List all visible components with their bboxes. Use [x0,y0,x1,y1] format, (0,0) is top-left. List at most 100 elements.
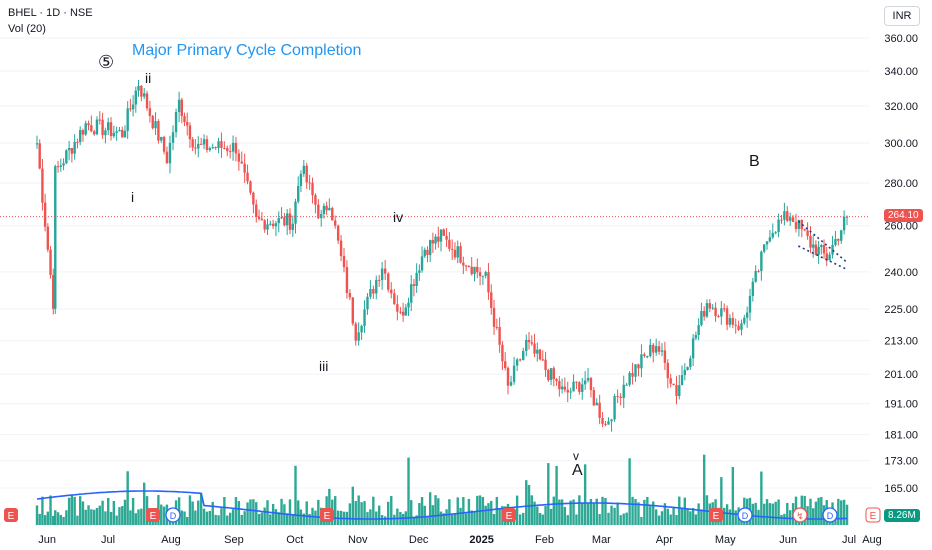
volume-bar [637,502,640,525]
volume-bar [191,501,194,525]
volume-bar [837,498,840,525]
y-tick-label: 165.00 [884,483,918,495]
candle-body [691,338,695,359]
candle-body [563,386,567,390]
candle-body [484,272,487,276]
dividend-icon[interactable]: D [165,507,181,523]
candle-body [234,142,238,154]
volume-bar [387,501,390,525]
volume-bar [357,495,360,525]
volume-bar [240,514,243,525]
candle-body [109,122,113,137]
candle-body [448,239,451,249]
svg-text:D: D [170,511,177,521]
candle-body [283,217,286,226]
volume-bar [62,516,65,525]
y-tick-label: 173.00 [884,456,918,468]
volume-bar [360,502,363,525]
volume-bar [589,499,593,525]
earnings-icon[interactable]: E [709,508,723,522]
wedge-lines [797,220,848,271]
volume-bar [763,503,766,525]
candle-body [62,163,65,166]
volume-bar [308,514,311,525]
candle-body [328,207,331,211]
candle-body [56,166,60,168]
split-icon[interactable]: ↯ [792,507,808,523]
dividend-icon[interactable]: D [822,507,838,523]
symbol-title[interactable]: BHEL · 1D · NSE [8,7,93,19]
candle-body [428,240,432,255]
volume-bar [666,508,670,525]
candle-body [705,303,709,317]
volume-bar [780,514,783,525]
x-tick-label: Jun [779,534,797,546]
volume-bar [783,513,786,525]
volume-bar [492,514,496,525]
earnings-icon[interactable]: E [4,508,18,522]
volume-bar [92,509,96,525]
volume-bar [538,512,542,525]
volume-bar [109,512,113,525]
volume-bar [842,499,846,525]
volume-bar [675,515,678,525]
candle-body [456,246,459,258]
x-tick-label: Feb [535,534,554,546]
candle-body [76,141,79,143]
volume-bar [121,506,124,525]
candle-body [118,129,121,132]
volume-bar [35,505,39,525]
x-tick-label: Sep [224,534,244,546]
volume-bar [774,501,777,525]
volume-bar [442,513,445,525]
candle-body [771,232,774,238]
candle-body [613,396,616,420]
volume-bar [294,465,297,525]
candle-body [249,181,252,193]
candle-body [683,369,687,376]
candle-body [840,230,843,241]
annotation-wave-ii: ii [145,70,151,86]
annotation-wave-i: i [131,189,134,205]
candle-body [817,247,820,255]
volume-bar [631,496,634,525]
candle-body [299,173,303,186]
volume-bar [459,507,462,525]
earnings-icon[interactable]: E [146,508,160,522]
volume-bar [243,511,246,525]
candle-body [274,223,278,227]
dividend-icon[interactable]: D [737,507,753,523]
candle-body [512,365,516,382]
candle-body [837,238,840,241]
volume-bar [107,497,110,525]
volume-bar [363,501,366,525]
candle-body [495,326,499,328]
volume-bar [211,501,214,525]
candle-body [459,246,462,263]
volume-bar [160,504,163,525]
volume-bar [657,515,661,525]
candle-body [174,111,178,133]
y-tick-label: 213.00 [884,336,918,348]
earnings-icon[interactable]: E [502,508,516,522]
candle-body [434,236,437,244]
earnings-icon[interactable]: E [865,507,881,523]
candle-body [297,185,300,202]
candle-body [672,383,675,386]
volume-indicator-label[interactable]: Vol (20) [8,23,46,35]
candle-body [765,241,769,245]
x-tick-label: Apr [656,534,673,546]
currency-button[interactable]: INR [884,6,920,26]
volume-bar [723,507,726,525]
candle-body [622,384,625,398]
candle-body [450,248,454,250]
earnings-icon[interactable]: E [320,508,334,522]
candle-body [525,339,528,352]
candle-body [366,296,369,310]
candle-body [601,417,604,424]
event-markers[interactable]: E E D E E E D ↯ D E [4,507,881,523]
volume-bar [680,507,684,525]
candle-body [345,267,349,294]
volume-bar [628,458,631,525]
